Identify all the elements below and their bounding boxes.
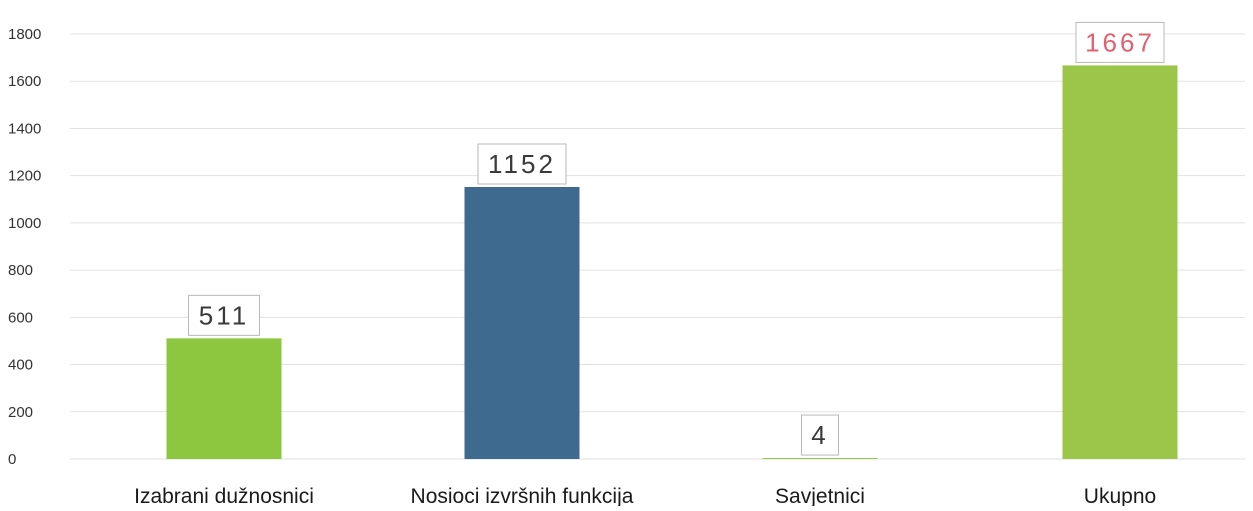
data-label-frame [801,414,839,456]
data-labels: 511 1152 4 1667 [188,21,1165,456]
bar [762,458,878,459]
data-label-frame [477,143,567,185]
y-tick-label: 1800 [8,26,41,43]
y-tick-label: 800 [8,262,33,279]
data-label: 4 [811,420,828,450]
y-tick-label: 600 [8,309,33,326]
data-label: 1152 [488,149,556,179]
data-label-box: 511 [188,294,260,336]
y-tick-label: 200 [8,404,33,421]
y-tick-label: 1200 [8,168,41,185]
y-axis-ticks: 0 200 400 600 800 1000 1200 1400 1600 1800 [8,26,41,468]
data-label-frame [188,294,260,336]
x-tick-label: Ukupno [1084,485,1156,506]
bar [166,338,282,459]
y-tick-label: 1000 [8,215,41,232]
x-axis-labels: Izabrani dužnosnici Nosioci izvršnih funk… [134,485,1156,508]
data-label: 511 [199,300,249,330]
data-label-box: 1667 [1075,21,1165,63]
y-tick-label: 1600 [8,73,41,90]
data-label-box: 4 [801,414,839,456]
bars [166,65,1178,460]
bar [464,187,580,459]
x-tick-label: Izabrani dužnosnici [134,485,314,506]
data-label: 1667 [1085,27,1155,57]
x-tick-label: Savjetnici [775,485,865,506]
x-tick-label: Nosioci izvršnih funkcija [411,485,634,506]
y-tick-label: 400 [8,357,33,374]
y-tick-label: 0 [8,451,16,468]
bar [1062,65,1178,460]
y-tick-label: 1400 [8,120,41,137]
data-label-frame [1075,21,1165,63]
data-label-box: 1152 [477,143,567,185]
